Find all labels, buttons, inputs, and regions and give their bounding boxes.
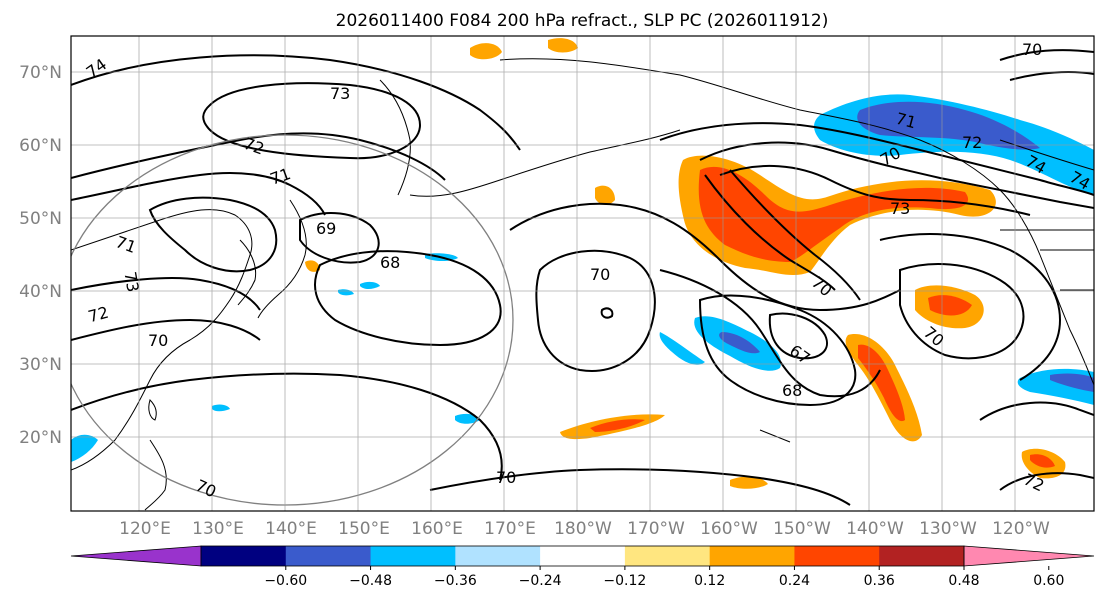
taiwan: [148, 399, 157, 421]
strong-negative-alaska: [857, 101, 1040, 150]
colorbar-swatch: [879, 546, 965, 566]
colorbar-swatch: [624, 546, 711, 566]
positive-patch-7: [730, 476, 768, 489]
lat-label: 50°N: [19, 209, 62, 229]
strong-anomaly-gulf: [698, 166, 969, 262]
positive-patch-1-core: [928, 295, 972, 316]
positive-patch-6: [595, 185, 615, 205]
colorbar-tick-label: 0.12: [694, 573, 725, 589]
colorbar-tick-label: −0.36: [434, 573, 477, 589]
colorbar-swatch: [540, 546, 626, 566]
contour-label: 68: [782, 381, 802, 400]
aleutian-chain: [409, 129, 681, 197]
lon-label: 160°E: [411, 519, 463, 539]
colorbar-tick-label: 0.36: [864, 573, 895, 589]
hawaii: [759, 429, 791, 443]
contour-label: 70: [1022, 40, 1042, 59]
philippines: [144, 439, 167, 511]
colorbar-extend-high: [963, 545, 1095, 567]
positive-patch-4: [470, 43, 502, 60]
lat-label: 60°N: [19, 136, 62, 156]
colorbar-tick-label: 0.48: [948, 573, 979, 589]
contour-label: 70: [590, 265, 610, 284]
map-frame: [70, 35, 1095, 512]
colorbar-tick-label: −0.60: [264, 573, 307, 589]
na-west-coast: [1039, 254, 1094, 386]
colorbar-tick-label: 0.24: [779, 573, 810, 589]
lon-label: 160°W: [700, 519, 758, 539]
gridlines: [71, 36, 1094, 511]
korea-peninsula: [237, 239, 257, 306]
contour-label: 73: [890, 199, 910, 218]
lon-label: 180°W: [554, 519, 612, 539]
canada-borders: [999, 139, 1094, 291]
colorbar-swatch: [370, 546, 456, 566]
contour-label: 70: [496, 468, 516, 487]
lon-label: 120°E: [119, 519, 171, 539]
longitude-labels: 120°E 130°E 140°E 150°E 160°E 170°E 180°…: [119, 519, 1050, 539]
negative-patch-4: [360, 281, 380, 289]
contour-label: 73: [330, 84, 350, 103]
colorbar-swatch: [794, 546, 880, 566]
slp-contours: [71, 49, 1094, 506]
colorbar: −0.60 −0.48 −0.36 −0.24 −0.12 0.12 0.24 0.36 0.4…: [70, 545, 1095, 589]
lon-label: 120°W: [992, 519, 1050, 539]
lon-label: 150°W: [773, 519, 831, 539]
negative-patch-8: [659, 332, 705, 365]
lat-label: 40°N: [19, 282, 62, 302]
contour-label: 69: [316, 219, 336, 238]
lon-label: 130°W: [919, 519, 977, 539]
map-title: 2026011400 F084 200 hPa refract., SLP PC…: [336, 11, 829, 31]
lon-label: 140°E: [265, 519, 317, 539]
contour-label: 72: [962, 133, 982, 152]
strong-negative-central: [719, 332, 760, 354]
contour-label: 68: [380, 253, 400, 272]
contour-label: 70: [148, 331, 168, 350]
positive-patch-5: [548, 38, 578, 53]
lon-label: 170°E: [484, 519, 536, 539]
contour-label: 72: [86, 303, 111, 327]
negative-patch-1-core: [1050, 373, 1094, 392]
latitude-labels: 70°N 60°N 50°N 40°N 30°N 20°N: [19, 63, 62, 448]
colorbar-tick-label: 0.60: [1033, 573, 1064, 589]
colorbar-frame: [200, 545, 965, 567]
lon-label: 150°E: [338, 519, 390, 539]
negative-patch-7: [212, 404, 230, 412]
contour-label: 73: [120, 270, 142, 293]
lon-label: 130°E: [192, 519, 244, 539]
colorbar-extend-low: [70, 545, 202, 567]
colorbar-swatch: [455, 546, 541, 566]
lon-label: 170°W: [627, 519, 685, 539]
lat-label: 30°N: [19, 355, 62, 375]
lat-label: 70°N: [19, 63, 62, 83]
lon-label: 140°W: [846, 519, 904, 539]
negative-patch-2: [455, 413, 480, 424]
colorbar-swatch: [285, 546, 372, 566]
positive-patch-3-core: [1030, 454, 1055, 468]
positive-patch-8: [305, 260, 320, 272]
colorbar-swatch: [709, 546, 795, 566]
colorbar-tick-label: −0.12: [603, 573, 646, 589]
colorbar-swatch: [201, 546, 287, 566]
positive-patch-2-core: [590, 419, 645, 432]
colorbar-tick-label: −0.24: [519, 573, 562, 589]
contour-label: 71: [894, 109, 919, 133]
japan-islands: [257, 199, 307, 319]
negative-patch-6: [71, 434, 98, 462]
asia-coastline: [71, 209, 253, 471]
lat-label: 20°N: [19, 428, 62, 448]
colorbar-tick-label: −0.48: [349, 573, 392, 589]
